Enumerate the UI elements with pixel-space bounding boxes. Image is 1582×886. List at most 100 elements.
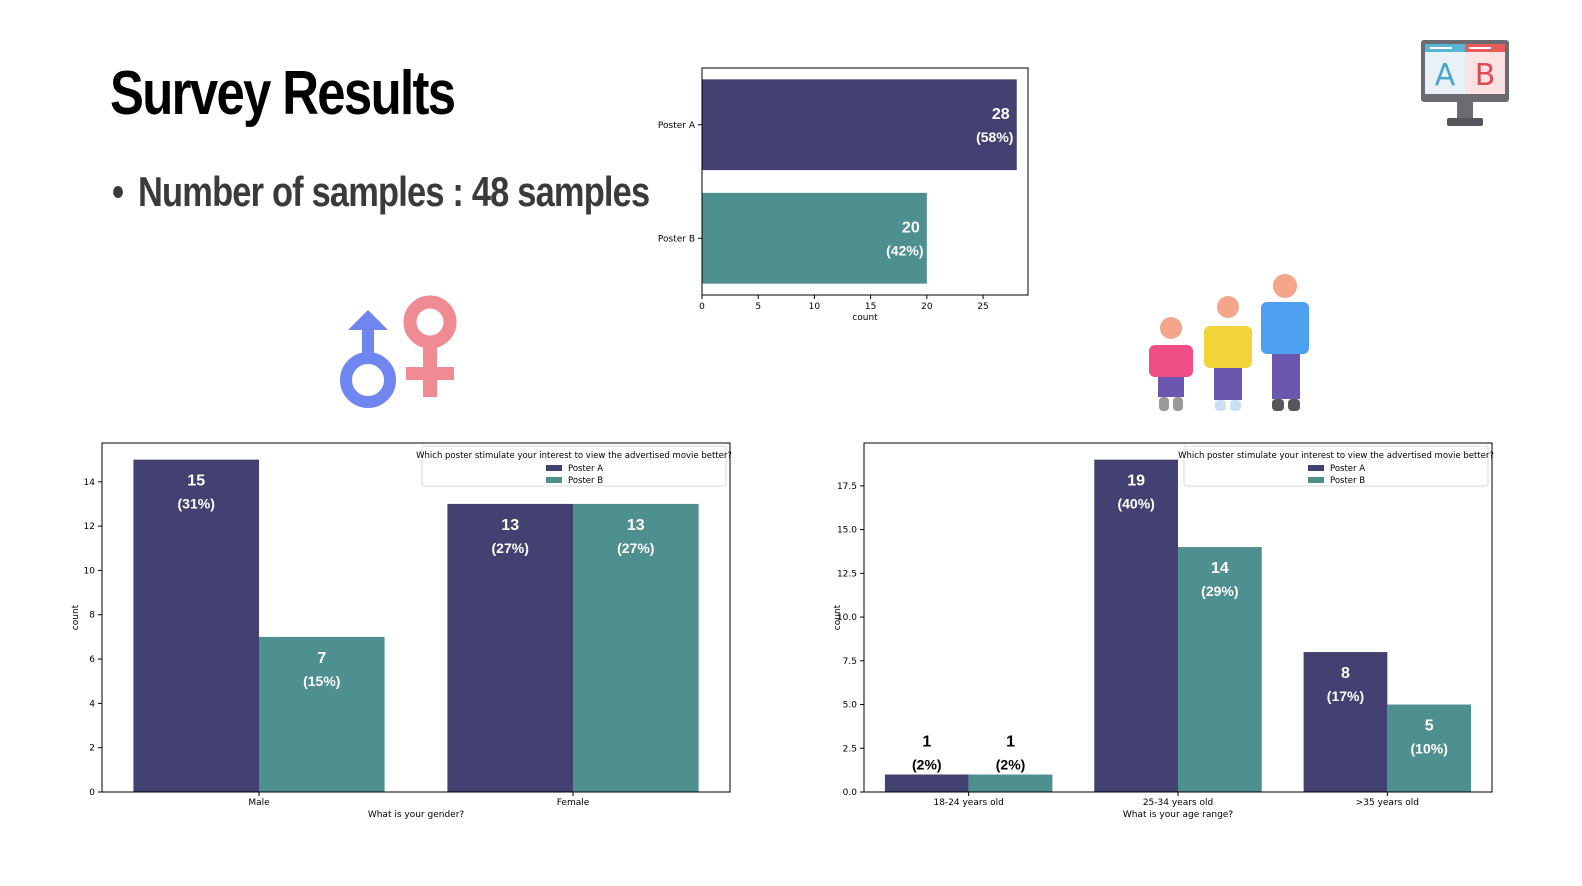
x-tick-label: 5 xyxy=(755,302,761,312)
y-tick-label: 0.0 xyxy=(843,788,858,798)
bar-poster-b xyxy=(1178,547,1262,792)
data-label-value: 5 xyxy=(1425,718,1434,735)
legend-entry: Poster B xyxy=(568,476,603,486)
data-label-value: 19 xyxy=(1127,473,1145,490)
x-tick-label: 25 xyxy=(977,302,988,312)
legend-entry: Poster A xyxy=(568,464,603,474)
bar-poster-a xyxy=(1094,459,1178,792)
ab-letter-b: B xyxy=(1475,58,1496,93)
data-label-value: 20 xyxy=(902,219,920,236)
data-label-percent: (17%) xyxy=(1327,688,1364,704)
legend-box xyxy=(421,445,727,487)
data-label-value: 8 xyxy=(1341,665,1350,682)
legend-swatch xyxy=(1308,477,1324,483)
age-chart: 1 (2%) 1 (2%) 18-24 years old 19 (40%) 14 (29%) 2… xyxy=(833,442,1494,820)
axes-frame xyxy=(701,67,1029,296)
male-symbol-icon xyxy=(340,310,396,408)
x-axis-label: What is your age range? xyxy=(1123,810,1233,820)
bar-poster-b xyxy=(259,636,385,792)
bar-poster-b xyxy=(1387,704,1472,792)
data-label-percent: (27%) xyxy=(617,540,654,556)
y-tick-label: 10.0 xyxy=(837,613,857,623)
legend-swatch xyxy=(546,477,562,483)
y-tick-label: 17.5 xyxy=(837,482,857,492)
bar-poster-a xyxy=(447,503,573,792)
data-label-value: 28 xyxy=(992,106,1010,123)
x-tick-label: 15 xyxy=(865,302,876,312)
gender-symbols-icon xyxy=(340,295,457,408)
y-tick-label: 2 xyxy=(89,744,95,754)
x-tick-label: 0 xyxy=(699,302,705,312)
data-label-value: 13 xyxy=(627,517,645,534)
ab-letter-a: A xyxy=(1435,58,1456,93)
y-tick-label: 6 xyxy=(89,655,95,665)
x-axis-label: count xyxy=(852,313,878,323)
x-tick-label: Male xyxy=(248,798,270,808)
x-tick-label: 25-34 years old xyxy=(1143,798,1213,808)
y-tick-label: 14 xyxy=(84,478,96,488)
data-label-value: 1 xyxy=(1006,734,1015,751)
data-label-percent: (31%) xyxy=(178,496,215,512)
legend-box xyxy=(1183,445,1489,487)
y-tick-label: 7.5 xyxy=(843,657,857,667)
data-label-value: 15 xyxy=(187,473,205,490)
x-tick-label: 18-24 years old xyxy=(933,798,1003,808)
y-tick-label: 5.0 xyxy=(843,701,858,711)
y-axis-label: count xyxy=(833,604,843,630)
y-tick-label: 15.0 xyxy=(837,526,857,536)
bar-poster-a xyxy=(1303,652,1388,792)
x-tick-label: 20 xyxy=(921,302,933,312)
bar-poster-a xyxy=(884,774,969,792)
legend-title: Which poster stimulate your interest to … xyxy=(1178,451,1494,461)
x-tick-label: 10 xyxy=(809,302,821,312)
child-figure-icon xyxy=(1149,317,1193,411)
slide-title: Survey Results xyxy=(110,59,456,128)
data-label-value: 14 xyxy=(1211,560,1229,577)
female-symbol-icon xyxy=(403,295,457,397)
y-tick-label: 2.5 xyxy=(843,744,857,754)
adult-figure-icon xyxy=(1261,274,1309,411)
x-tick-label: Female xyxy=(557,798,590,808)
legend-entry: Poster A xyxy=(1330,464,1365,474)
poster-preference-chart: Poster A 28 (58%) Poster B 20 (42%) 0 5 10 15 20 25… xyxy=(658,67,1029,323)
data-label-percent: (2%) xyxy=(912,757,942,773)
age-group-people-icon xyxy=(1149,274,1309,411)
data-label-percent: (10%) xyxy=(1411,741,1448,757)
bar-poster-a xyxy=(133,459,259,792)
x-tick-label: >35 years old xyxy=(1356,798,1419,808)
data-label-percent: (2%) xyxy=(996,757,1026,773)
y-tick-label: 8 xyxy=(89,611,95,621)
axes-frame xyxy=(101,442,731,793)
bar-poster-a xyxy=(702,79,1017,171)
y-tick-label: 12 xyxy=(84,522,95,532)
bar-poster-b xyxy=(702,192,927,284)
data-label-value: 7 xyxy=(317,650,326,667)
teen-figure-icon xyxy=(1204,296,1252,411)
y-tick-label: Poster B xyxy=(658,234,695,244)
y-tick-label: 10 xyxy=(84,566,96,576)
y-tick-label: Poster A xyxy=(658,121,696,131)
y-tick-label: 12.5 xyxy=(837,569,857,579)
data-label-percent: (27%) xyxy=(492,540,529,556)
data-label-percent: (40%) xyxy=(1117,496,1154,512)
legend-title: Which poster stimulate your interest to … xyxy=(416,451,732,461)
data-label-value: 13 xyxy=(501,517,519,534)
data-label-percent: (29%) xyxy=(1201,583,1238,599)
data-label-percent: (42%) xyxy=(886,242,923,258)
axes-frame xyxy=(863,442,1493,793)
data-label-percent: (15%) xyxy=(303,673,340,689)
y-tick-label: 0 xyxy=(89,788,95,798)
y-axis-label: count xyxy=(71,604,81,630)
bullet-dot: • xyxy=(112,168,124,215)
sample-count-text: Number of samples : 48 samples xyxy=(138,168,650,215)
data-label-percent: (58%) xyxy=(976,129,1013,145)
data-label-value: 1 xyxy=(922,734,931,751)
gender-chart: 15 (31%) 7 (15%) Male 13 (27%) 13 (27%) Female 0 2 4… xyxy=(71,442,732,820)
sample-count-bullet: • Number of samples : 48 samples xyxy=(112,168,650,216)
x-axis-label: What is your gender? xyxy=(368,810,465,820)
bar-poster-b xyxy=(573,503,699,792)
legend-swatch xyxy=(546,465,562,471)
bar-poster-b xyxy=(968,774,1053,792)
ab-test-monitor-icon: A B xyxy=(1421,40,1509,126)
legend-entry: Poster B xyxy=(1330,476,1365,486)
